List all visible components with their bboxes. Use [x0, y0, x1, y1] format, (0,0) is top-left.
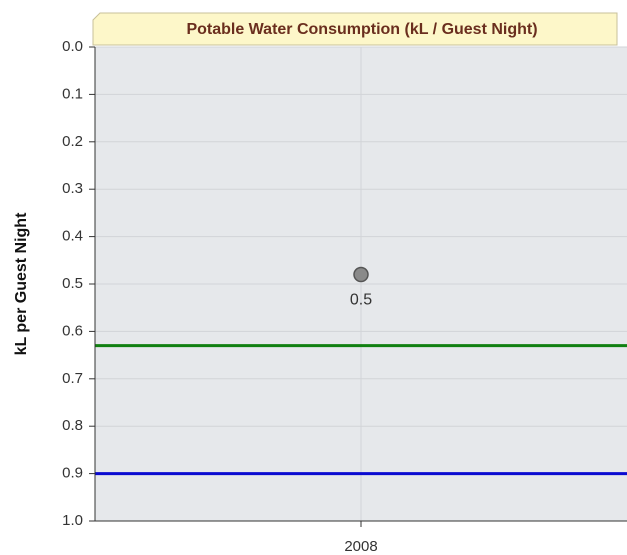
y-tick-label: 0.2 [62, 133, 83, 150]
y-axis-label: kL per Guest Night [13, 212, 30, 356]
y-tick-label: 0.7 [62, 370, 83, 387]
data-label: 0.5 [350, 292, 372, 309]
y-tick-label: 0.8 [62, 417, 83, 434]
y-tick-label: 0.1 [62, 85, 83, 102]
y-tick-label: 0.0 [62, 38, 83, 55]
y-tick-label: 0.4 [62, 228, 83, 245]
chart-title: Potable Water Consumption (kL / Guest Ni… [186, 21, 537, 38]
x-tick-label: 2008 [344, 538, 377, 555]
y-tick-label: 0.6 [62, 322, 83, 339]
y-tick-label: 0.9 [62, 465, 83, 482]
y-tick-label: 0.5 [62, 275, 83, 292]
y-tick-label: 0.3 [62, 180, 83, 197]
data-point [353, 266, 369, 283]
title-tab [92, 12, 618, 46]
y-tick-label: 1.0 [62, 512, 83, 529]
